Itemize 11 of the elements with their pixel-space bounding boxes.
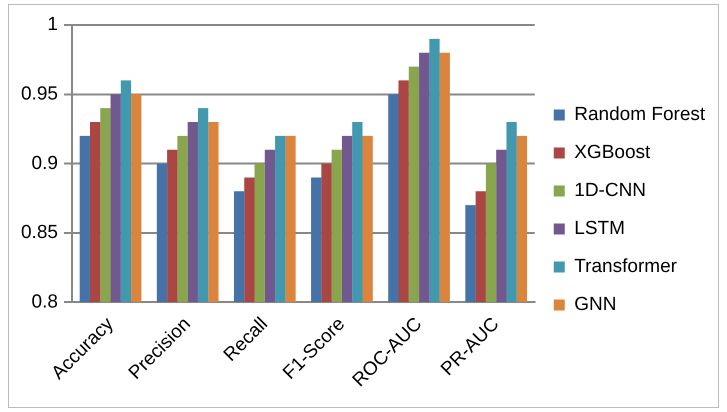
legend-label: Random Forest (574, 104, 706, 126)
legend-label: GNN (574, 294, 616, 316)
legend-label: XGBoost (574, 142, 652, 164)
legend-label: LSTM (574, 218, 625, 240)
y-tick-label: 0.85 (20, 222, 58, 244)
legend-label: 1D-CNN (574, 180, 646, 202)
y-tick-label: 0.9 (32, 152, 58, 174)
y-tick-label: 0.95 (20, 84, 58, 105)
y-tick-label: 0.8 (32, 291, 58, 312)
y-tick-label: 1 (47, 14, 58, 36)
legend-label: Transformer (574, 256, 678, 278)
